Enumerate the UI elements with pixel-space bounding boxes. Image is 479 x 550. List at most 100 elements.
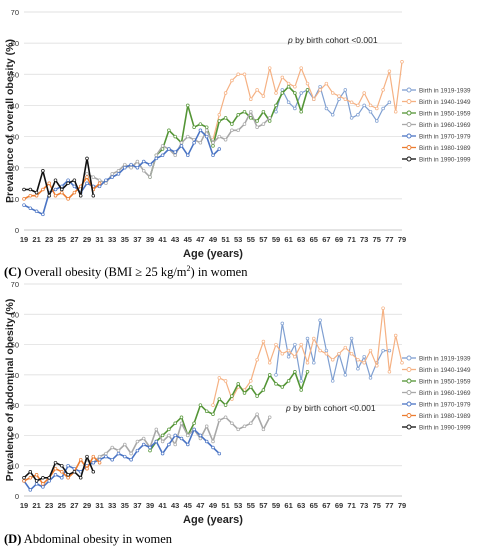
x-tick-label: 49 [209, 501, 217, 510]
data-point [154, 156, 159, 161]
p-value-text: by birth cohort <0.001 [293, 35, 378, 45]
data-point [280, 385, 285, 389]
data-point [41, 212, 45, 217]
x-tick-label: 27 [70, 235, 78, 244]
legend-label: Birth in 1960-1969 [419, 390, 471, 397]
y-tick-label: 20 [11, 431, 19, 440]
data-point [230, 421, 234, 426]
data-point [173, 442, 177, 447]
data-point [141, 159, 146, 164]
data-point [293, 370, 297, 374]
data-point [261, 122, 266, 126]
data-point [337, 97, 341, 101]
data-point [267, 415, 272, 420]
data-point [324, 106, 329, 111]
data-point [60, 187, 64, 192]
data-point [141, 442, 146, 447]
data-point [34, 193, 39, 198]
data-point [261, 339, 266, 344]
data-point [167, 128, 171, 133]
y-axis-label: Prevalence of abdominal obesity (%) [4, 299, 16, 482]
series-line-7 [23, 455, 95, 482]
data-point [255, 412, 259, 416]
data-point [22, 197, 26, 201]
data-point [141, 169, 146, 173]
x-tick-label: 19 [20, 501, 28, 510]
data-point [368, 109, 373, 114]
data-point [135, 165, 140, 170]
x-tick-label: 53 [234, 235, 242, 244]
legend-label: Birth in 1940-1949 [419, 99, 471, 106]
legend-swatch-marker [406, 401, 412, 407]
overall-obesity-chart: 0 10 20 30 40 50 60 70 19 21 23 25 27 29 31 33 35 37 39 41 4… [4, 8, 471, 260]
x-tick-label: 35 [121, 501, 129, 510]
data-point [381, 106, 385, 111]
data-point [179, 436, 184, 441]
series-line-1 [275, 319, 390, 382]
data-point [85, 172, 89, 176]
x-tick-label: 29 [83, 235, 91, 244]
data-point [305, 336, 310, 341]
p-value-annotation: p by birth cohort <0.001 [285, 403, 376, 413]
data-point [362, 360, 366, 365]
p-value-italic: p [287, 35, 293, 45]
x-tick-label: 31 [95, 235, 103, 244]
data-point [261, 94, 266, 98]
data-point [179, 144, 184, 148]
x-tick-label: 23 [45, 501, 53, 510]
data-point [261, 109, 266, 114]
data-point [66, 473, 70, 477]
x-tick-label: 45 [184, 501, 192, 510]
data-point [91, 193, 96, 198]
data-point [41, 482, 45, 486]
data-point [330, 379, 335, 383]
data-point [274, 382, 278, 386]
y-tick-label: 40 [11, 371, 19, 380]
x-axis-label: Age (years) [183, 514, 243, 526]
data-point [217, 418, 222, 423]
x-tick-label: 67 [322, 501, 330, 510]
data-point [28, 470, 33, 474]
x-tick-label: 41 [158, 501, 166, 510]
data-point [267, 119, 272, 123]
data-point [47, 479, 51, 483]
data-point [148, 448, 152, 453]
x-tick-label: 47 [196, 235, 204, 244]
data-point [387, 348, 392, 353]
x-tick-label: 79 [398, 501, 406, 510]
data-point [28, 488, 33, 492]
data-point [286, 100, 291, 105]
x-tick-label: 25 [58, 235, 66, 244]
data-point [186, 442, 190, 447]
data-point [167, 433, 171, 438]
data-point [167, 442, 171, 447]
data-point [47, 193, 51, 198]
data-point [141, 436, 146, 441]
data-point [192, 427, 196, 432]
data-point [236, 113, 240, 117]
x-tick-label: 69 [335, 501, 343, 510]
data-point [387, 69, 392, 73]
caption-d-letter: (D) [4, 532, 22, 546]
data-point [104, 181, 108, 186]
data-point [375, 106, 379, 111]
data-point [85, 175, 89, 179]
data-point [116, 169, 121, 173]
data-point [299, 66, 303, 70]
x-tick-label: 51 [221, 235, 229, 244]
data-point [249, 385, 253, 389]
data-point [41, 476, 45, 480]
data-point [85, 181, 89, 186]
data-point [116, 448, 121, 453]
data-point [204, 424, 209, 429]
data-point [356, 357, 360, 362]
data-point [97, 184, 102, 189]
legend-label: Birth in 1970-1979 [419, 134, 471, 141]
data-point [261, 388, 266, 392]
data-point [255, 88, 259, 92]
data-point [198, 436, 203, 441]
series-line-5 [23, 428, 220, 491]
data-point [53, 178, 58, 182]
data-point [217, 113, 222, 117]
data-point [154, 427, 159, 432]
